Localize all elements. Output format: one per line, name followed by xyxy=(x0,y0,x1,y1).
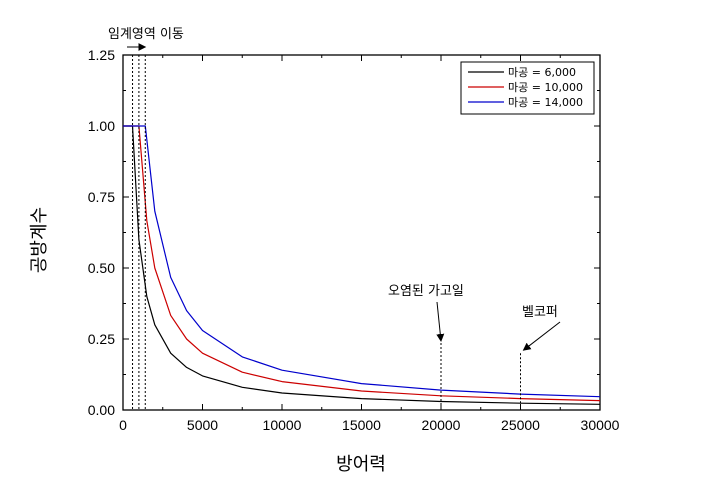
x-axis-title: 방어력 xyxy=(336,454,386,475)
y-tick-label: 0.50 xyxy=(88,260,115,276)
y-tick-label: 1.00 xyxy=(88,118,115,134)
gargoyle-label: 오염된 가고일 xyxy=(388,284,464,299)
belkoper-arrow xyxy=(522,321,561,351)
series-line xyxy=(123,125,601,402)
x-tick-label: 30000 xyxy=(581,417,620,433)
x-tick-label: 15000 xyxy=(342,417,381,433)
legend: 마공 = 6,000 마공 = 10,000 마공 = 14,000 xyxy=(460,61,595,115)
y-tick-label: 0.00 xyxy=(88,402,115,418)
legend-label: 마공 = 6,000 xyxy=(508,66,576,79)
y-axis-title: 공방계수 xyxy=(29,207,50,273)
series-line xyxy=(123,125,601,405)
legend-box xyxy=(460,61,595,115)
x-tick-label: 10000 xyxy=(263,417,302,433)
y-tick-label: 0.25 xyxy=(88,331,115,347)
series-lines xyxy=(123,125,601,405)
y-tick-label: 0.75 xyxy=(88,189,115,205)
legend-label: 마공 = 14,000 xyxy=(508,96,583,109)
y-tick-label: 1.25 xyxy=(88,47,115,63)
critical-region-label: 임계영역 이동 xyxy=(108,27,184,42)
axis-ticks: 0 5000 10000 15000 20000 25000 30000 0.00 0.25 0.… xyxy=(88,47,620,433)
series-line xyxy=(123,125,601,398)
legend-label: 마공 = 10,000 xyxy=(508,81,583,94)
belkoper-label: 벨코퍼 xyxy=(522,305,558,320)
x-tick-label: 20000 xyxy=(422,417,461,433)
x-tick-label: 0 xyxy=(119,417,127,433)
gargoyle-arrow xyxy=(436,301,445,342)
x-tick-label: 25000 xyxy=(501,417,540,433)
x-tick-label: 5000 xyxy=(187,417,218,433)
